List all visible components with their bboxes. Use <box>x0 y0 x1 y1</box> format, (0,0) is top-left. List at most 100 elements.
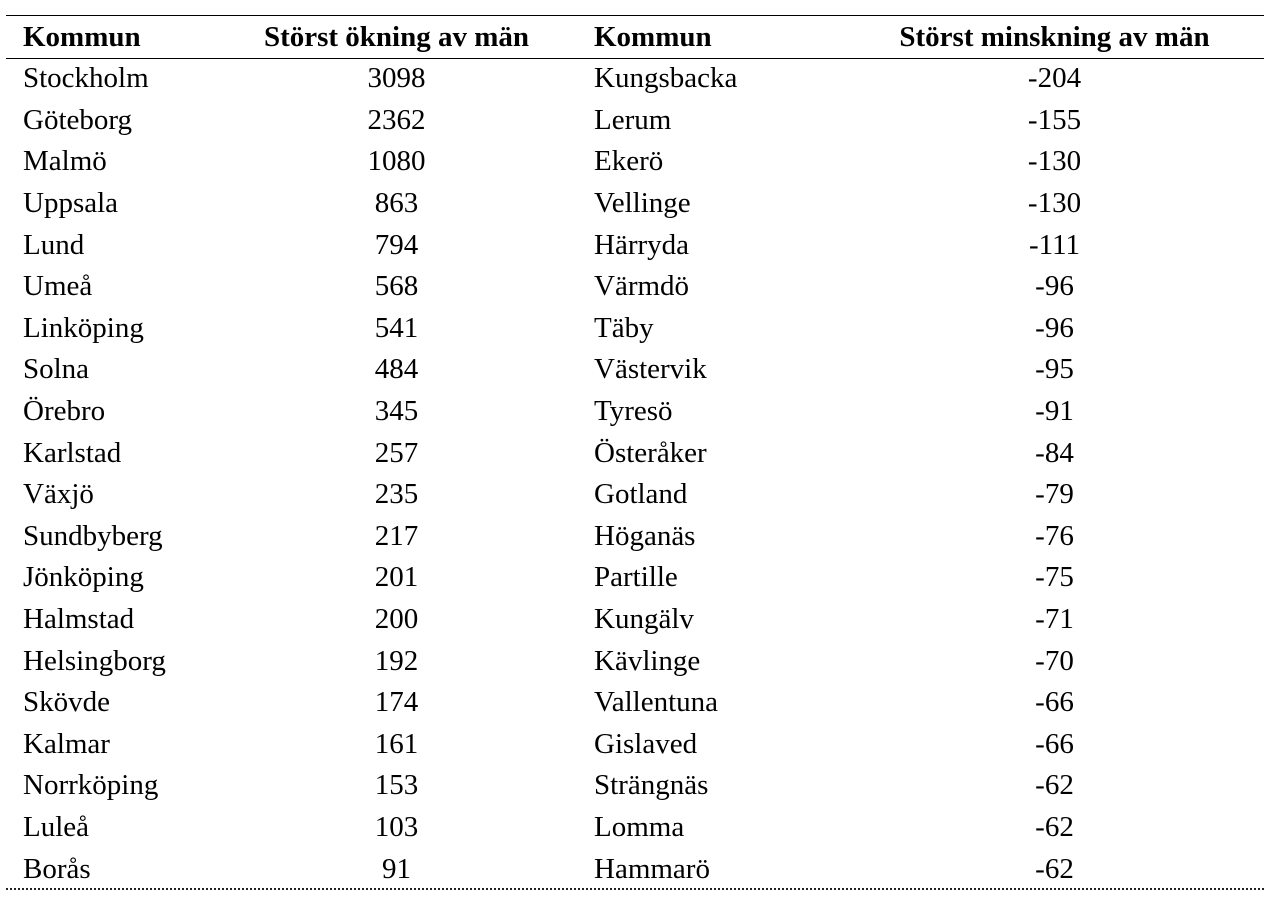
kommun-decrease-cell: Ekerö <box>594 145 664 178</box>
municipality-table: Kommun Störst ökning av män Kommun Störs… <box>6 16 1264 890</box>
decrease-value-cell: -111 <box>1028 228 1080 261</box>
kommun-decrease-cell: Vellinge <box>594 187 691 220</box>
increase-value-cell: 217 <box>374 519 419 552</box>
increase-value-cell: 235 <box>374 478 419 511</box>
increase-value-cell: 541 <box>374 311 419 344</box>
decrease-value-cell: -66 <box>1035 727 1074 760</box>
increase-value-cell: 484 <box>374 353 419 386</box>
decrease-value-cell: -76 <box>1035 519 1074 552</box>
decrease-value-cell: -79 <box>1035 478 1074 511</box>
decrease-value-cell: -130 <box>1027 187 1082 220</box>
kommun-increase-cell: Karlstad <box>23 436 122 469</box>
kommun-decrease-cell: Västervik <box>594 353 707 386</box>
kommun-decrease-cell: Kungälv <box>594 603 694 636</box>
header-largest-increase: Störst ökning av män <box>263 20 530 53</box>
kommun-increase-cell: Uppsala <box>23 187 119 220</box>
increase-value-cell: 91 <box>382 852 411 885</box>
kommun-increase-cell: Växjö <box>23 478 94 511</box>
increase-value-cell: 345 <box>374 395 419 428</box>
kommun-decrease-cell: Värmdö <box>594 270 690 303</box>
kommun-increase-cell: Sundbyberg <box>23 519 163 552</box>
decrease-value-cell: -95 <box>1035 353 1074 386</box>
increase-value-cell: 3098 <box>367 62 426 95</box>
table-row: Norrköping 153 Strängnäs -62 <box>6 765 1264 807</box>
kommun-increase-cell: Norrköping <box>23 769 159 802</box>
kommun-decrease-cell: Härryda <box>594 228 690 261</box>
increase-value-cell: 153 <box>374 769 419 802</box>
increase-value-cell: 1080 <box>367 145 426 178</box>
kommun-increase-cell: Skövde <box>23 686 110 719</box>
increase-value-cell: 794 <box>374 228 419 261</box>
decrease-value-cell: -96 <box>1035 270 1074 303</box>
decrease-value-cell: -66 <box>1035 686 1074 719</box>
decrease-value-cell: -75 <box>1035 561 1074 594</box>
table-row: Malmö 1080 Ekerö -130 <box>6 141 1264 183</box>
decrease-value-cell: -84 <box>1035 436 1074 469</box>
increase-value-cell: 257 <box>374 436 419 469</box>
table-row: Linköping 541 Täby -96 <box>6 308 1264 350</box>
kommun-increase-cell: Stockholm <box>23 62 149 95</box>
increase-value-cell: 568 <box>374 270 419 303</box>
decrease-value-cell: -70 <box>1035 644 1074 677</box>
decrease-value-cell: -204 <box>1027 62 1082 95</box>
kommun-decrease-cell: Höganäs <box>594 519 696 552</box>
table-row: Kalmar 161 Gislaved -66 <box>6 724 1264 766</box>
kommun-decrease-cell: Strängnäs <box>594 769 709 802</box>
kommun-increase-cell: Halmstad <box>23 603 135 636</box>
kommun-decrease-cell: Täby <box>594 311 654 344</box>
increase-value-cell: 103 <box>374 810 419 843</box>
table-header-rule <box>6 58 1264 59</box>
decrease-value-cell: -62 <box>1035 769 1074 802</box>
table-row: Karlstad 257 Österåker -84 <box>6 432 1264 474</box>
kommun-increase-cell: Jönköping <box>23 561 144 594</box>
increase-value-cell: 200 <box>374 603 419 636</box>
table-row: Umeå 568 Värmdö -96 <box>6 266 1264 308</box>
kommun-increase-cell: Luleå <box>23 810 90 843</box>
increase-value-cell: 863 <box>374 187 419 220</box>
kommun-increase-cell: Solna <box>23 353 90 386</box>
kommun-decrease-cell: Vallentuna <box>594 686 719 719</box>
increase-value-cell: 2362 <box>367 103 426 136</box>
table-row: Stockholm 3098 Kungsbacka -204 <box>6 58 1264 100</box>
kommun-increase-cell: Örebro <box>23 395 106 428</box>
decrease-value-cell: -96 <box>1035 311 1074 344</box>
kommun-increase-cell: Umeå <box>23 270 93 303</box>
table-row: Växjö 235 Gotland -79 <box>6 474 1264 516</box>
table-row: Halmstad 200 Kungälv -71 <box>6 599 1264 641</box>
increase-value-cell: 174 <box>374 686 419 719</box>
table-header-row: Kommun Störst ökning av män Kommun Störs… <box>6 16 1264 58</box>
table-bottom-rule <box>6 888 1264 890</box>
table-top-rule <box>6 15 1264 16</box>
table-row: Sundbyberg 217 Höganäs -76 <box>6 516 1264 558</box>
table-row: Helsingborg 192 Kävlinge -70 <box>6 640 1264 682</box>
header-kommun-increase: Kommun <box>23 20 141 53</box>
decrease-value-cell: -155 <box>1027 103 1082 136</box>
header-kommun-decrease: Kommun <box>594 20 712 53</box>
decrease-value-cell: -62 <box>1035 852 1074 885</box>
increase-value-cell: 192 <box>374 644 419 677</box>
table-body: Stockholm 3098 Kungsbacka -204 Göteborg 2362 L… <box>6 58 1264 890</box>
decrease-value-cell: -91 <box>1035 395 1074 428</box>
table-row: Skövde 174 Vallentuna -66 <box>6 682 1264 724</box>
kommun-increase-cell: Malmö <box>23 145 107 178</box>
kommun-decrease-cell: Gotland <box>594 478 688 511</box>
kommun-decrease-cell: Lomma <box>594 810 685 843</box>
kommun-decrease-cell: Kungsbacka <box>594 62 738 95</box>
kommun-decrease-cell: Lerum <box>594 103 672 136</box>
kommun-decrease-cell: Hammarö <box>594 852 710 885</box>
kommun-increase-cell: Linköping <box>23 311 144 344</box>
table-row: Göteborg 2362 Lerum -155 <box>6 100 1264 142</box>
kommun-decrease-cell: Tyresö <box>594 395 673 428</box>
kommun-increase-cell: Göteborg <box>23 103 133 136</box>
kommun-decrease-cell: Kävlinge <box>594 644 701 677</box>
table-row: Solna 484 Västervik -95 <box>6 349 1264 391</box>
decrease-value-cell: -130 <box>1027 145 1082 178</box>
table-row: Borås 91 Hammarö -62 <box>6 848 1264 890</box>
decrease-value-cell: -62 <box>1035 810 1074 843</box>
table-row: Uppsala 863 Vellinge -130 <box>6 183 1264 225</box>
table-row: Luleå 103 Lomma -62 <box>6 807 1264 849</box>
header-largest-decrease: Störst minskning av män <box>899 20 1210 53</box>
kommun-increase-cell: Kalmar <box>23 727 110 760</box>
kommun-increase-cell: Helsingborg <box>23 644 166 677</box>
kommun-increase-cell: Lund <box>23 228 85 261</box>
